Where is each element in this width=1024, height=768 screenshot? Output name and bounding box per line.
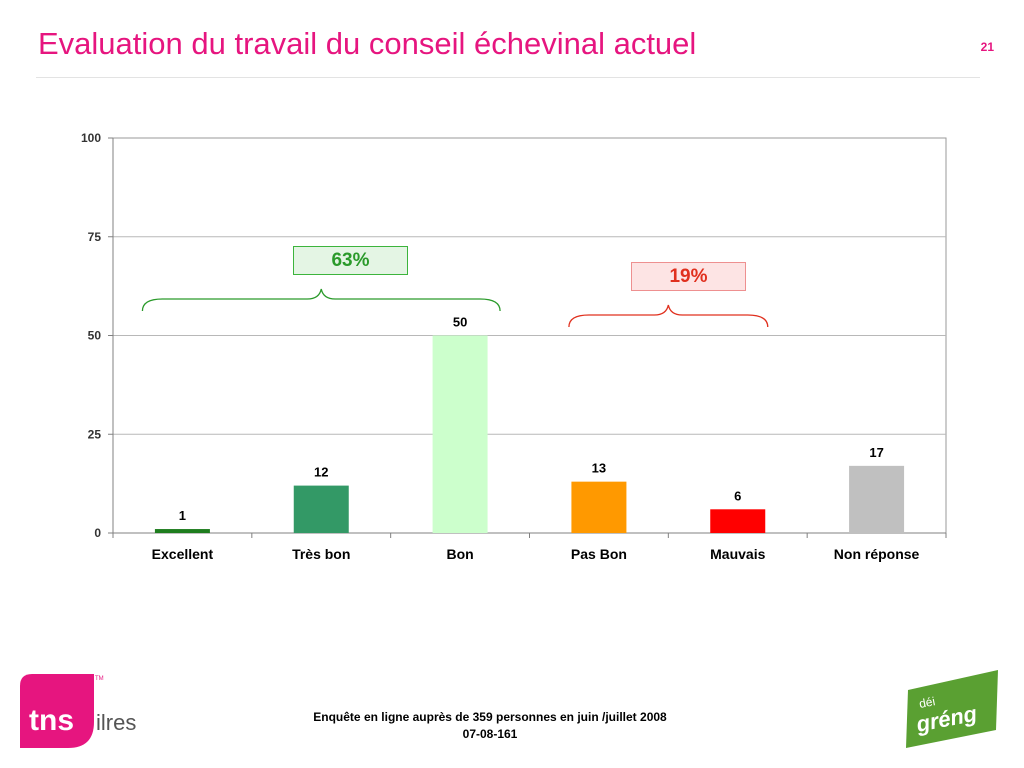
x-tick-label: Pas Bon [571, 546, 627, 562]
x-tick-label: Bon [446, 546, 473, 562]
group-brace-negative [568, 304, 769, 328]
greng-logo-shape [906, 670, 998, 748]
y-tick-label: 75 [88, 230, 102, 244]
data-label: 12 [314, 465, 328, 480]
y-tick-label: 0 [94, 526, 101, 540]
x-tick-label: Très bon [292, 546, 350, 562]
bar [293, 485, 349, 533]
tns-logo-tm: TM [95, 676, 104, 682]
greng-logo-top: déi [918, 694, 936, 711]
data-label: 13 [592, 461, 606, 476]
study-code: 07-08-161 [462, 727, 518, 741]
group-label-positive: 63% [293, 246, 408, 275]
page-title: Evaluation du travail du conseil échevin… [38, 26, 697, 61]
y-tick-label: 50 [88, 329, 102, 343]
bar [432, 335, 488, 533]
data-label: 1 [179, 508, 186, 523]
tns-ilres-logo: tns ilres TM [20, 674, 136, 748]
survey-note: Enquête en ligne auprès de 359 personnes… [313, 710, 667, 724]
title-divider [36, 77, 980, 78]
y-tick-label: 25 [88, 427, 102, 441]
x-tick-label: Excellent [152, 546, 214, 562]
bar [710, 509, 766, 533]
tns-logo-shape [20, 674, 94, 748]
data-label: 17 [869, 445, 883, 460]
tns-logo-sub: ilres [96, 710, 136, 735]
bar [849, 465, 905, 533]
bar [571, 481, 627, 533]
page-number: 21 [980, 40, 994, 54]
data-label: 6 [734, 488, 741, 503]
tns-logo-text: tns [29, 704, 74, 737]
bar [154, 529, 210, 533]
y-tick-label: 100 [81, 131, 101, 145]
group-brace-positive [141, 288, 501, 312]
x-tick-label: Non réponse [834, 546, 920, 562]
x-tick-label: Mauvais [710, 546, 765, 562]
data-label: 50 [453, 315, 467, 330]
group-label-negative: 19% [631, 262, 746, 291]
dei-greng-logo: déi gréng [906, 670, 998, 748]
